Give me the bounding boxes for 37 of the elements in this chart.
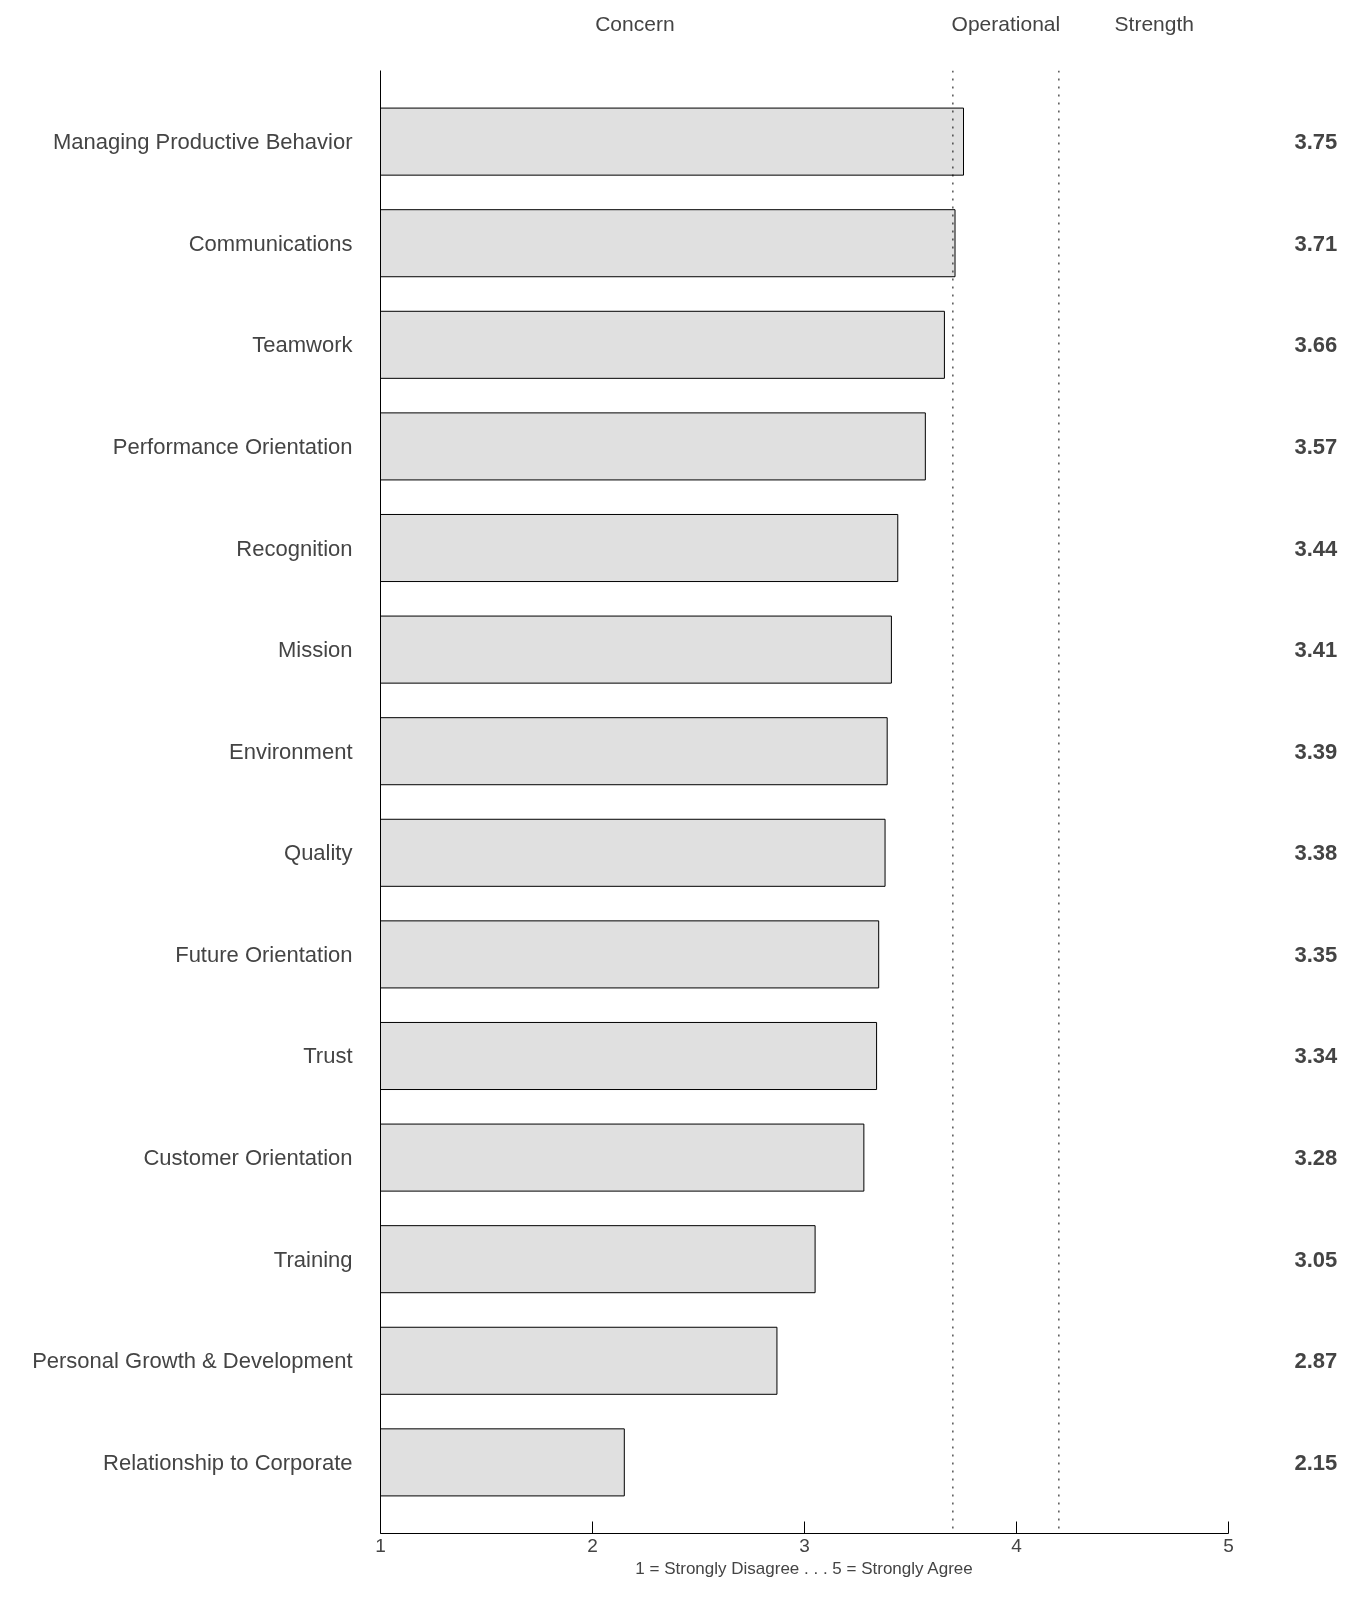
data-label: 2.15 (1294, 1449, 1338, 1475)
x-tick-label: 4 (1011, 1534, 1023, 1556)
text: Operational (951, 11, 1061, 35)
y-tick-label: Mission (277, 637, 353, 663)
x-tick-label: 5 (1223, 1534, 1234, 1556)
data-label: 3.35 (1294, 941, 1338, 967)
data-label: 3.39 (1294, 738, 1338, 764)
y-tick-label: Recognition (236, 535, 353, 561)
y-tick-label: Personal Growth & Development (32, 1348, 353, 1374)
data-label: 3.28 (1294, 1145, 1338, 1171)
x-tick-label: 1 (375, 1534, 386, 1556)
y-tick-label: Managing Productive Behavior (52, 129, 353, 155)
data-label: 3.71 (1294, 230, 1338, 256)
y-tick-label: Training (273, 1246, 353, 1272)
x-tick-label: 3 (799, 1534, 810, 1556)
data-label: 3.05 (1294, 1246, 1338, 1272)
x-tick-label: 2 (587, 1534, 598, 1556)
x-axis-title: 1 = Strongly Disagree . . . 5 = Strongly Agree (635, 1558, 973, 1578)
y-tick-label: Communications (188, 230, 353, 256)
data-label: 3.38 (1294, 840, 1338, 866)
data-label: 3.57 (1294, 433, 1338, 459)
y-tick-label: Relationship to Corporate (103, 1449, 353, 1475)
text: Strength (1114, 11, 1194, 35)
data-label: 3.66 (1294, 332, 1338, 358)
data-label: 3.41 (1294, 637, 1338, 663)
y-tick-label: Environment (229, 738, 353, 764)
y-tick-label: Trust (303, 1043, 353, 1069)
text: Concern (595, 11, 675, 35)
data-label: 3.75 (1294, 129, 1338, 155)
y-tick-label: Customer Orientation (143, 1145, 353, 1171)
y-tick-label: Future Orientation (175, 941, 353, 967)
data-label: 2.87 (1294, 1348, 1338, 1374)
y-tick-label: Teamwork (252, 332, 354, 358)
data-label: 3.34 (1294, 1043, 1339, 1069)
y-tick-label: Performance Orientation (112, 433, 353, 459)
data-label: 3.44 (1294, 535, 1339, 561)
y-tick-label: Quality (284, 840, 353, 866)
